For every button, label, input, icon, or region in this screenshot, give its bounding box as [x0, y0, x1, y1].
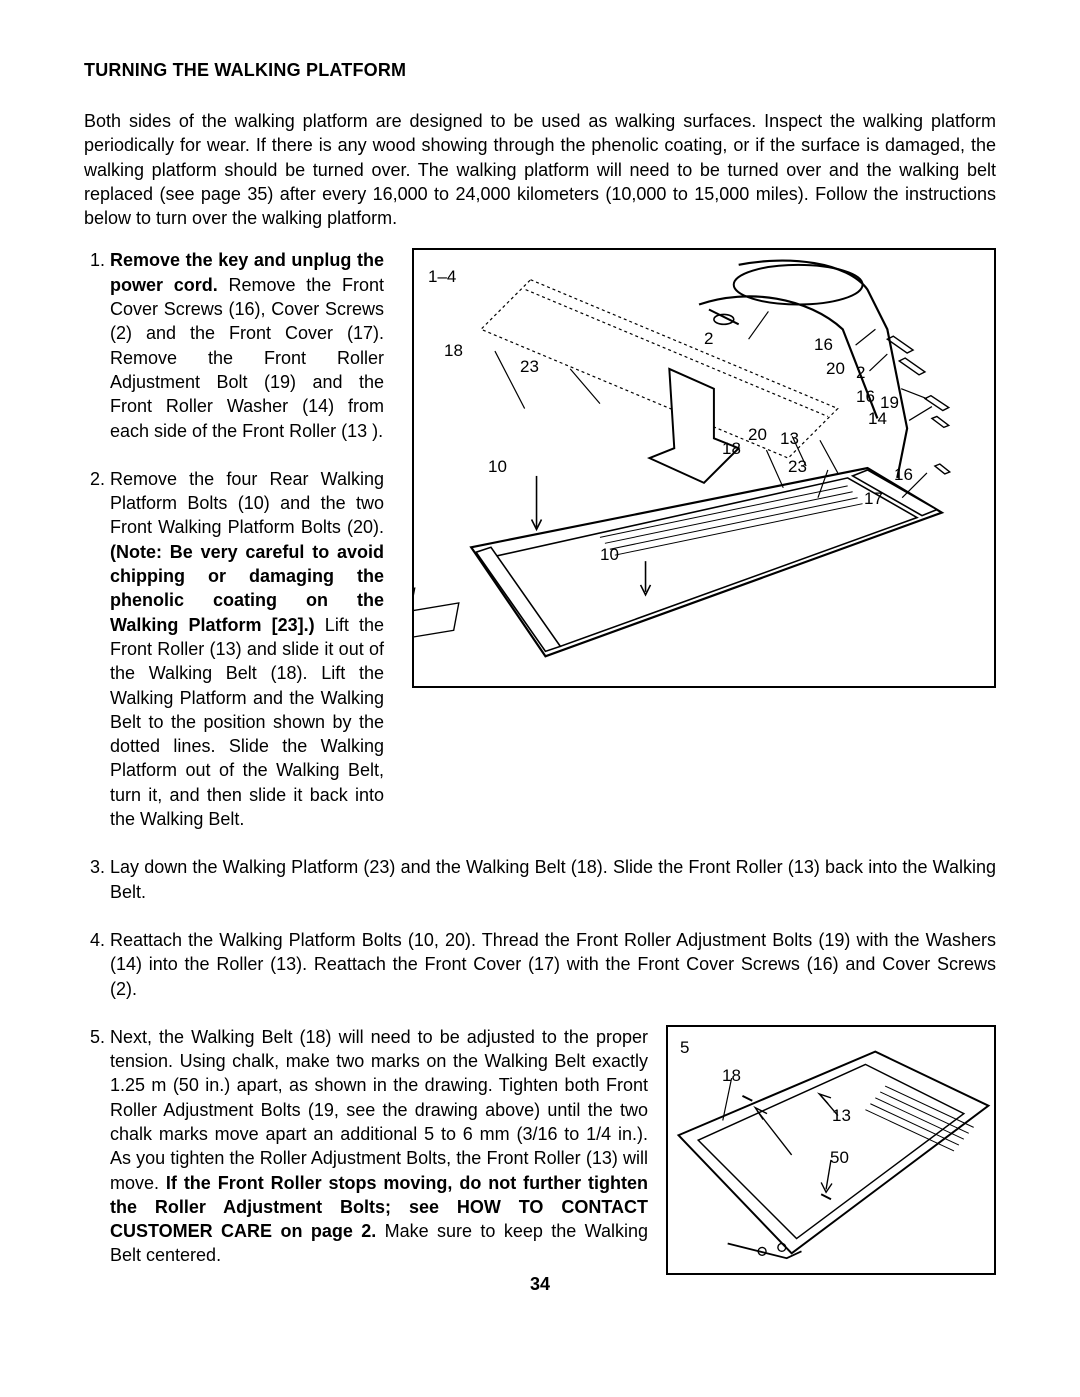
step5-text: Next, the Walking Belt (18) will need to…	[84, 1025, 648, 1268]
diagram-callout: 14	[868, 410, 887, 427]
diagram-figure-2: 5 18 13 50	[666, 1025, 996, 1275]
step-3: Lay down the Walking Platform (23) and t…	[110, 855, 996, 904]
diagram-callout: 23	[520, 358, 539, 375]
step-and-figure-row: Remove the key and unplug the power cord…	[84, 248, 996, 855]
steps-column-left: Remove the key and unplug the power cord…	[84, 248, 384, 855]
step-2-post: Lift the Front Roller (13) and slide it …	[110, 615, 384, 829]
intro-paragraph: Both sides of the walking platform are d…	[84, 109, 996, 230]
diagram-callout: 18	[722, 440, 741, 457]
step-2: Remove the four Rear Walking Platform Bo…	[110, 467, 384, 831]
diagram-figure-1: 1–418231010182322013162021619141617	[412, 248, 996, 688]
step-1: Remove the key and unplug the power cord…	[110, 248, 384, 442]
diagram-callout: 13	[780, 430, 799, 447]
page-number: 34	[0, 1274, 1080, 1295]
diagram-callout: 20	[826, 360, 845, 377]
diagram-callout: 5	[680, 1039, 689, 1056]
diagram-callout: 1–4	[428, 268, 456, 285]
diagram-callout: 10	[600, 546, 619, 563]
diagram-callout: 16	[894, 466, 913, 483]
diagram-callout: 2	[704, 330, 713, 347]
diagram-callout: 16	[814, 336, 833, 353]
step-4: Reattach the Walking Platform Bolts (10,…	[110, 928, 996, 1001]
step-2-pre: Remove the four Rear Walking Platform Bo…	[110, 469, 384, 538]
step5-row: Next, the Walking Belt (18) will need to…	[84, 1025, 996, 1275]
diagram-callout: 13	[832, 1107, 851, 1124]
diagram-callout: 18	[444, 342, 463, 359]
section-heading: TURNING THE WALKING PLATFORM	[84, 60, 996, 81]
manual-page: TURNING THE WALKING PLATFORM Both sides …	[0, 0, 1080, 1315]
diagram-callout: 50	[830, 1149, 849, 1166]
diagram-callout: 17	[864, 490, 883, 507]
diagram-callout: 18	[722, 1067, 741, 1084]
diagram-callout: 2	[856, 364, 865, 381]
steps-full-width: Lay down the Walking Platform (23) and t…	[84, 855, 996, 1000]
diagram-callout: 10	[488, 458, 507, 475]
diagram-callout: 16	[856, 388, 875, 405]
step-5: Next, the Walking Belt (18) will need to…	[110, 1025, 648, 1268]
step-1-rest: Remove the Front Cover Screws (16), Cove…	[110, 275, 384, 441]
diagram-callout: 20	[748, 426, 767, 443]
diagram-callout: 23	[788, 458, 807, 475]
step-5-pre: Next, the Walking Belt (18) will need to…	[110, 1027, 648, 1193]
